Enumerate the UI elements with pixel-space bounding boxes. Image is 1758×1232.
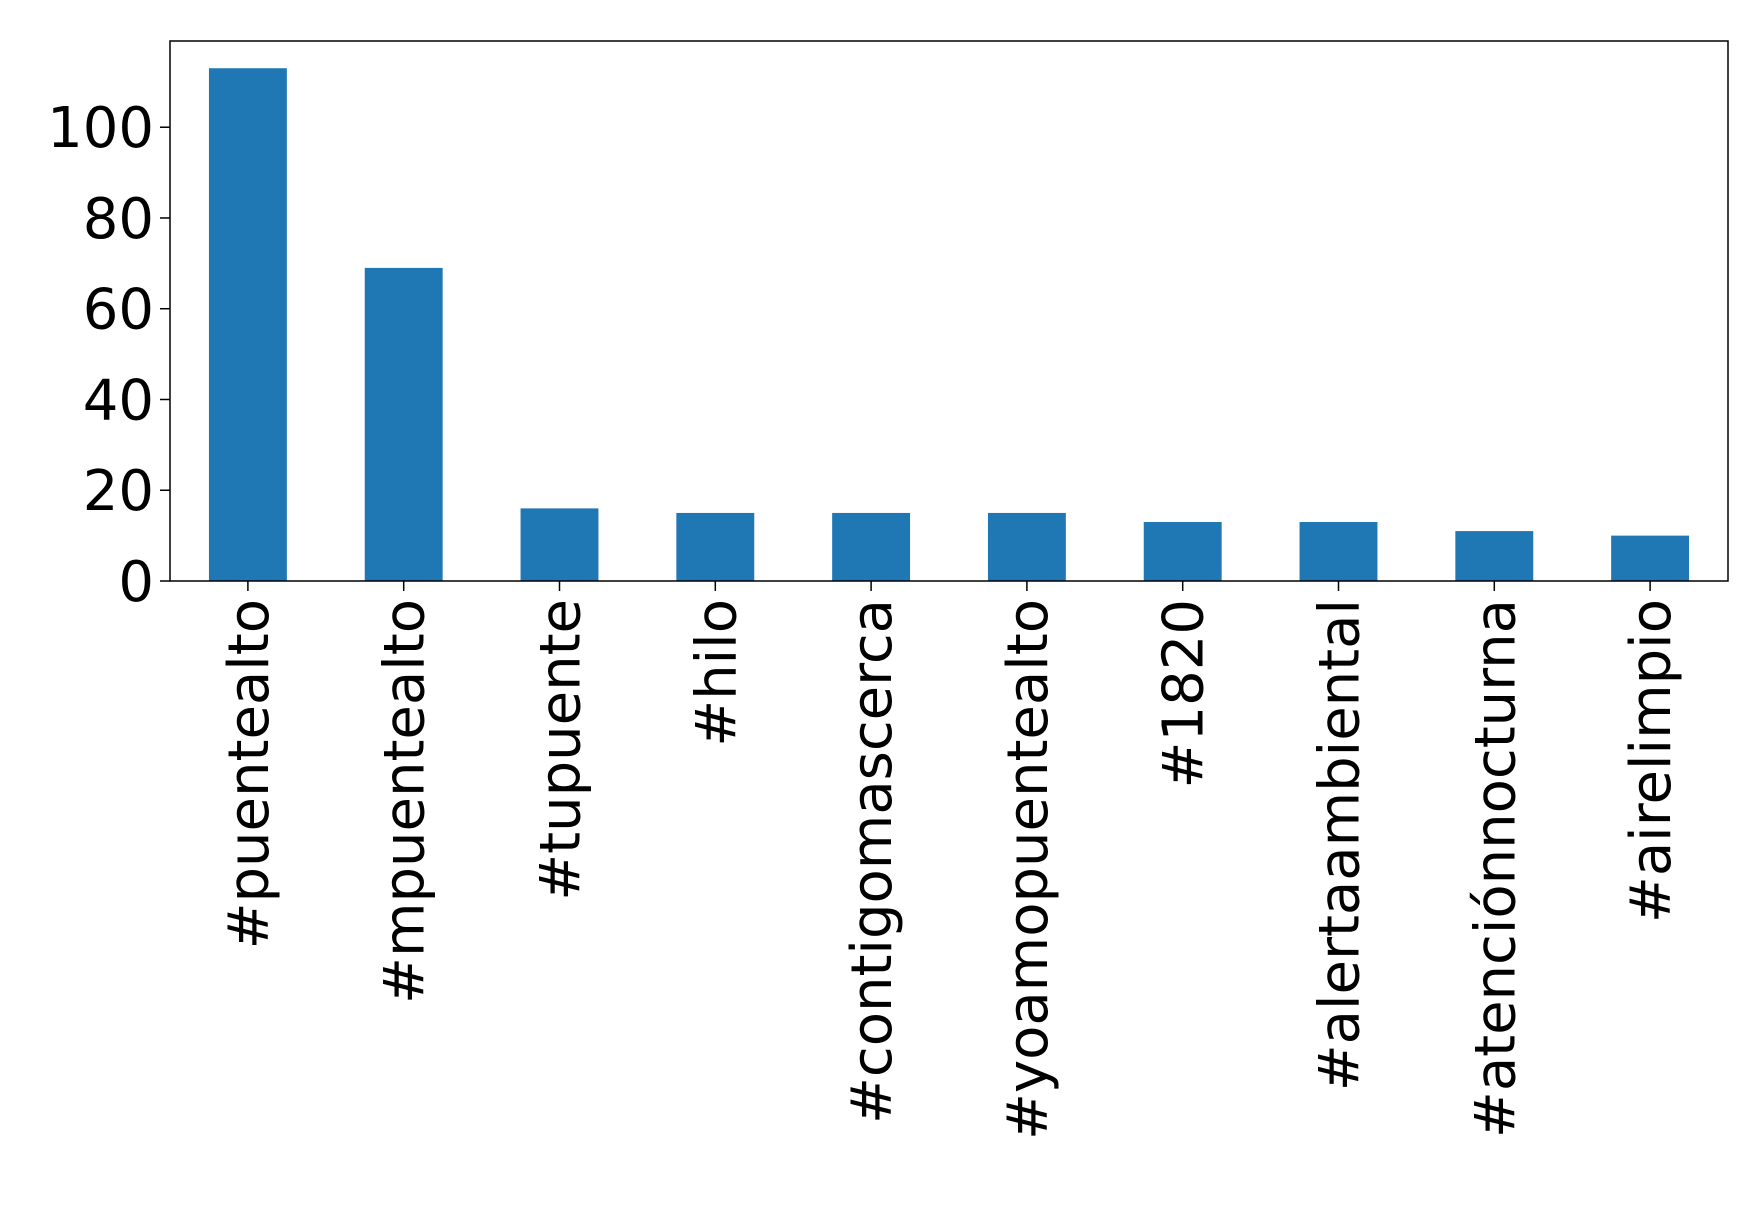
x-tick-label: #airelimpio: [1619, 599, 1684, 923]
x-tick-label: #yoamopuentealto: [996, 599, 1061, 1140]
x-tick-label: #contigomascerca: [840, 599, 905, 1124]
x-tick-label: #hilo: [684, 599, 749, 747]
y-tick-label: 80: [83, 187, 154, 252]
y-tick-label: 40: [83, 368, 154, 433]
bar: [987, 512, 1066, 581]
x-tick-label: #tupuente: [529, 599, 594, 901]
bar: [1455, 531, 1534, 581]
bar: [1143, 522, 1222, 581]
bar: [364, 267, 443, 581]
bar: [520, 508, 599, 581]
y-tick-label: 0: [118, 550, 154, 615]
x-tick-label: #puentealto: [217, 599, 282, 949]
bar: [1611, 535, 1690, 581]
x-tick-label: #alertaambiental: [1308, 599, 1373, 1091]
y-tick-label: 20: [83, 459, 154, 524]
plot-frame: [169, 40, 1729, 582]
bar: [208, 68, 287, 582]
y-tick-label: 60: [83, 278, 154, 343]
bar: [832, 512, 911, 581]
x-tick-label: #atenciónnocturna: [1463, 599, 1528, 1138]
bar: [1299, 522, 1378, 581]
bar: [676, 512, 755, 581]
y-tick-label: 100: [47, 96, 154, 161]
x-tick-label: #1820: [1152, 599, 1217, 788]
x-tick-label: #mpuentealto: [373, 599, 438, 1004]
